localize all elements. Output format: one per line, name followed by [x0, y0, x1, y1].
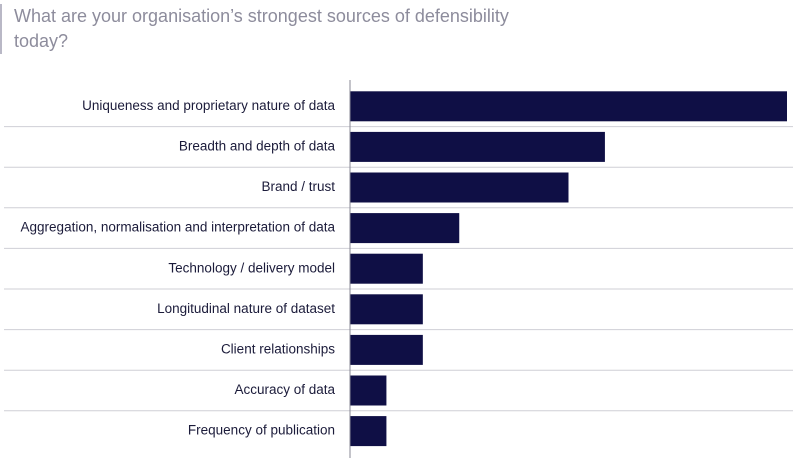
- category-label: Longitudinal nature of dataset: [157, 301, 335, 316]
- bar: [350, 416, 387, 447]
- category-label: Frequency of publication: [188, 423, 335, 438]
- title-block: What are your organisation’s strongest s…: [0, 4, 514, 54]
- bar: [350, 131, 605, 162]
- bar: [350, 172, 569, 203]
- bar: [350, 294, 423, 325]
- bar: [350, 213, 460, 244]
- bar: [350, 375, 387, 406]
- category-label: Client relationships: [221, 341, 335, 356]
- chart-title: What are your organisation’s strongest s…: [14, 6, 509, 51]
- category-label: Uniqueness and proprietary nature of dat…: [82, 98, 335, 113]
- category-label: Accuracy of data: [234, 382, 335, 397]
- category-label: Aggregation, normalisation and interpret…: [21, 220, 336, 235]
- bar: [350, 334, 423, 365]
- bar: [350, 91, 787, 122]
- bar: [350, 253, 423, 284]
- category-label: Brand / trust: [261, 179, 335, 194]
- category-label: Breadth and depth of data: [179, 138, 336, 153]
- category-label: Technology / delivery model: [168, 260, 335, 275]
